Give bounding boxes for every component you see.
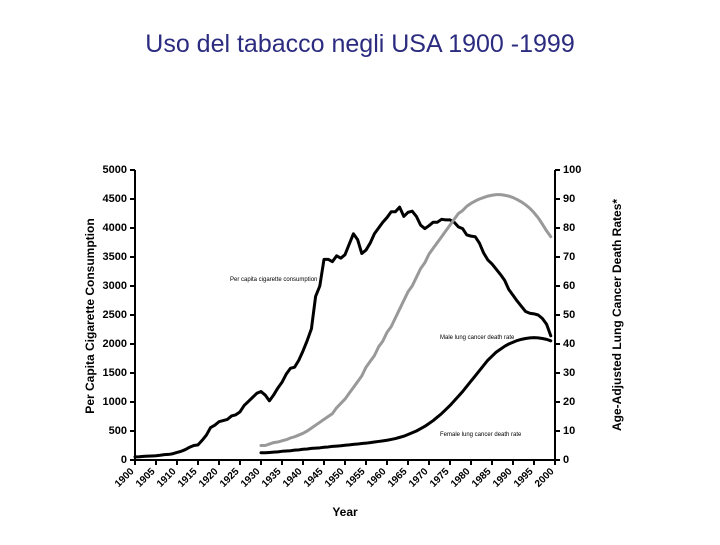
y-right-tick-label: 70 (563, 251, 575, 263)
y-right-tick-label: 10 (563, 425, 575, 437)
chart-annotation: Male lung cancer death rate (440, 335, 514, 341)
x-axis-label: Year (135, 505, 555, 519)
series-consumption (135, 207, 551, 457)
y-left-tick-label: 4500 (103, 193, 127, 205)
y-right-tick-label: 80 (563, 222, 575, 234)
y-right-tick-label: 100 (563, 164, 581, 176)
y-right-tick-label: 0 (563, 454, 569, 466)
series-male-death (261, 195, 551, 446)
y-right-tick-label: 30 (563, 367, 575, 379)
chart-annotation: Female lung cancer death rate (440, 432, 521, 438)
y-right-tick-label: 40 (563, 338, 575, 350)
y-left-tick-label: 1000 (103, 396, 127, 408)
chart-container: Per Capita Cigarette Consumption Age-Adj… (0, 0, 720, 540)
y-left-tick-label: 4000 (103, 222, 127, 234)
y-left-tick-label: 1500 (103, 367, 127, 379)
y-right-tick-label: 20 (563, 396, 575, 408)
y-left-tick-label: 3000 (103, 280, 127, 292)
chart-annotation: Per capita cigarette consumption (230, 277, 317, 283)
y-right-tick-label: 50 (563, 309, 575, 321)
y-left-tick-label: 0 (121, 454, 127, 466)
y-left-tick-label: 2000 (103, 338, 127, 350)
y-left-tick-label: 5000 (103, 164, 127, 176)
y-left-tick-label: 500 (109, 425, 127, 437)
y-left-tick-label: 3500 (103, 251, 127, 263)
y-right-tick-label: 60 (563, 280, 575, 292)
y-right-tick-label: 90 (563, 193, 575, 205)
y-left-axis-label: Per Capita Cigarette Consumption (83, 206, 97, 426)
y-left-tick-label: 2500 (103, 309, 127, 321)
y-right-axis-label: Age-Adjusted Lung Cancer Death Rates* (610, 201, 624, 431)
